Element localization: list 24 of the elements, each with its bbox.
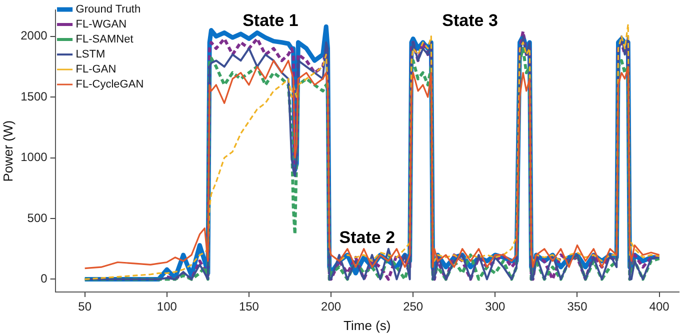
legend-label: Ground Truth xyxy=(76,4,141,16)
y-tick-label: 2000 xyxy=(20,28,48,43)
legend-label: FL-CycleGAN xyxy=(76,78,144,91)
x-tick-label: 100 xyxy=(156,300,178,314)
x-tick-label: 350 xyxy=(567,300,588,314)
legend-label: FL-SAMNet xyxy=(76,34,134,46)
legend-label: FL-WGAN xyxy=(76,18,127,31)
x-tick-label: 300 xyxy=(485,300,506,314)
x-tick-label: 400 xyxy=(649,300,670,314)
x-tick-label: 250 xyxy=(403,300,424,314)
annotation: State 1 xyxy=(242,11,298,30)
legend-label: FL-GAN xyxy=(76,64,116,76)
y-tick-label: 1000 xyxy=(20,150,48,164)
x-axis-title: Time (s) xyxy=(344,318,391,333)
y-tick-label: 0 xyxy=(40,272,48,286)
x-tick-label: 50 xyxy=(78,300,92,314)
annotation: State 2 xyxy=(339,228,396,248)
x-tick-label: 150 xyxy=(238,300,260,314)
y-axis-title: Power (W) xyxy=(0,120,16,182)
annotation: State 3 xyxy=(442,11,498,30)
y-tick-label: 500 xyxy=(27,210,48,225)
y-tick-label: 1500 xyxy=(20,89,48,104)
legend-label: LSTM xyxy=(76,48,106,61)
x-tick-label: 200 xyxy=(321,300,342,314)
